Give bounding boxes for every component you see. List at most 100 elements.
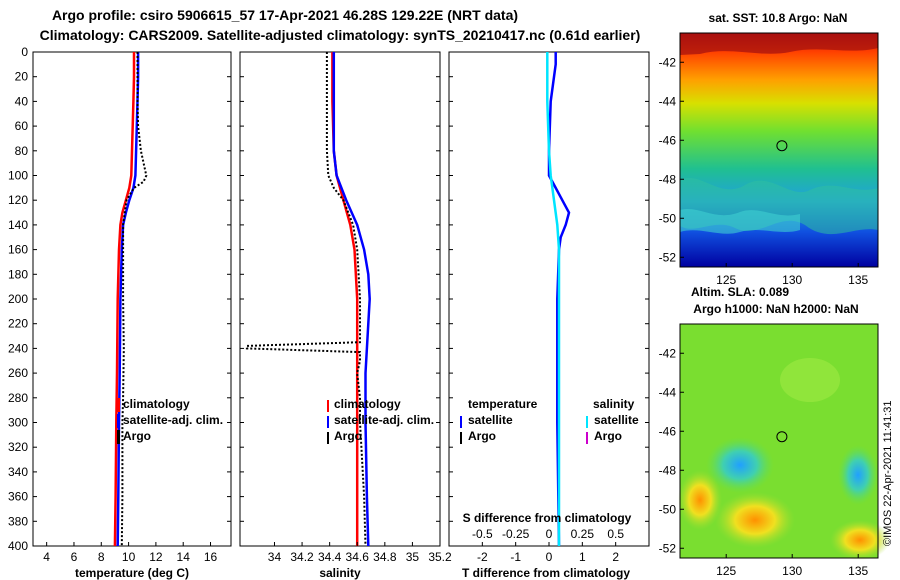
legend-label-argo: Argo (334, 429, 362, 443)
sla-low-eddy-east (838, 445, 878, 505)
sst-eddy (680, 209, 800, 234)
x-tick-label: 34.6 (346, 550, 370, 564)
sla-high-south (715, 492, 795, 548)
series-argo (245, 52, 367, 547)
difference-inner-xlabel: S difference from climatology (463, 511, 632, 525)
lat-tick-label: -44 (659, 385, 677, 399)
lon-tick-label: 125 (716, 273, 736, 287)
depth-tick-label: 60 (15, 119, 29, 133)
x-tick-label: 35 (406, 550, 420, 564)
lat-tick-label: -44 (659, 94, 677, 108)
x-tick-label: 1 (579, 550, 586, 564)
sst-warm-band (680, 33, 878, 55)
sla-ridge (780, 358, 840, 402)
legend-label-climatology: climatology (334, 397, 401, 411)
legend-label-salinity-argo: Argo (594, 429, 622, 443)
lat-tick-label: -50 (659, 211, 677, 225)
lat-tick-label: -46 (659, 424, 677, 438)
imos-timestamp: ©IMOS 22-Apr-2021 11:41:31 (882, 401, 894, 546)
legend-label-climatology: climatology (123, 397, 190, 411)
sla-map-title-2: Argo h1000: NaN h2000: NaN (693, 302, 858, 316)
legend-title-temperature: temperature (468, 397, 538, 411)
depth-axis: 0 20 40 60 80 100 120 140 160 180 200 220 240 260 280 3… (8, 45, 649, 553)
difference-profiles (546, 52, 571, 547)
sla-high-west (678, 470, 722, 530)
depth-tick-label: 380 (8, 514, 28, 528)
legend-label-salinity-satellite: satellite (594, 413, 639, 427)
series-climatology (331, 52, 359, 546)
top-x-tick-label: 0.5 (607, 527, 624, 541)
legend-label-temperature-satellite: satellite (468, 413, 513, 427)
difference-legend: temperature satellite Argo salinity sate… (460, 397, 639, 444)
legend-swatch-salinity-argo (586, 432, 588, 444)
difference-xlabel: T difference from climatology (462, 566, 630, 580)
salinity-panel (239, 51, 441, 547)
depth-tick-label: 320 (8, 440, 28, 454)
depth-tick-label: 200 (8, 292, 28, 306)
top-x-tick-label: 0 (546, 527, 553, 541)
x-tick-label: 0 (546, 550, 553, 564)
legend-swatch-temperature-satellite (460, 416, 462, 428)
depth-tick-label: 0 (21, 45, 28, 59)
x-tick-label: 34.8 (373, 550, 397, 564)
legend-swatch-salinity-satellite (586, 416, 588, 428)
sla-frame (679, 323, 879, 559)
depth-tick-label: 80 (15, 144, 29, 158)
sst-map-title: sat. SST: 10.8 Argo: NaN (709, 11, 848, 25)
lat-tick-label: -52 (659, 541, 677, 555)
lat-tick-label: -42 (659, 55, 677, 69)
depth-tick-label: 220 (8, 317, 28, 331)
legend-label-argo: Argo (123, 429, 151, 443)
salinity-xlabel: salinity (319, 566, 361, 580)
depth-tick-label: 120 (8, 193, 28, 207)
legend-title-salinity: salinity (593, 397, 635, 411)
depth-tick-label: 100 (8, 169, 28, 183)
legend-swatch-climatology (117, 398, 120, 412)
sla-high-southeast (830, 520, 890, 560)
temperature-profiles (113, 52, 148, 547)
depth-tick-label: 360 (8, 490, 28, 504)
sla-map (678, 323, 890, 560)
lon-tick-label: 135 (848, 564, 868, 578)
depth-tick-label: 140 (8, 218, 28, 232)
lon-tick-label: 135 (848, 273, 868, 287)
sst-axis-ticks: 125 130 135 -42 -44 -46 -48 -50 -52 (659, 55, 869, 287)
series-salinity-satellite (546, 52, 561, 546)
lon-tick-label: 130 (782, 273, 802, 287)
lat-tick-label: -52 (659, 250, 677, 264)
depth-tick-label: 300 (8, 416, 28, 430)
legend-label-temperature-argo: Argo (468, 429, 496, 443)
lat-tick-label: -50 (659, 502, 677, 516)
depth-tick-label: 340 (8, 465, 28, 479)
sst-map (679, 32, 879, 268)
sla-axis-ticks: 125 130 135 -42 -44 -46 -48 -50 -52 (659, 346, 869, 578)
x-tick-label: 12 (149, 550, 163, 564)
temperature-xlabel: temperature (deg C) (75, 566, 189, 580)
x-tick-labels: 4 6 8 10 12 14 16 34 34.2 34.4 34.6 34.8 35 35.2 -2 -1 0… (43, 527, 624, 564)
legend-label-satellite: satellite-adj. clim. (334, 413, 434, 427)
x-tick-label: -2 (477, 550, 488, 564)
legend-label-satellite: satellite-adj. clim. (123, 413, 223, 427)
lon-tick-label: 125 (716, 564, 736, 578)
x-tick-label: 34.4 (318, 550, 342, 564)
lon-tick-label: 130 (782, 564, 802, 578)
argo-location-marker (776, 140, 788, 152)
lat-tick-label: -48 (659, 172, 677, 186)
depth-tick-label: 260 (8, 366, 28, 380)
title-line-2: Climatology: CARS2009. Satellite-adjuste… (40, 27, 641, 43)
x-tick-label: 8 (98, 550, 105, 564)
sst-frame (679, 32, 879, 268)
argo-location-marker (776, 431, 788, 443)
series-climatology (113, 52, 136, 547)
top-x-tick-label: 0.25 (571, 527, 595, 541)
depth-tick-label: 40 (15, 94, 29, 108)
x-tick-label: 10 (122, 550, 136, 564)
top-x-tick-label: -0.25 (502, 527, 530, 541)
x-tick-label: 16 (204, 550, 218, 564)
temperature-legend: climatology satellite-adj. clim. Argo (117, 397, 223, 444)
series-satellite-adj-clim- (332, 52, 371, 547)
depth-tick-label: 280 (8, 391, 28, 405)
lat-tick-label: -46 (659, 133, 677, 147)
x-tick-label: 34 (268, 550, 282, 564)
depth-tick-label: 400 (8, 539, 28, 553)
